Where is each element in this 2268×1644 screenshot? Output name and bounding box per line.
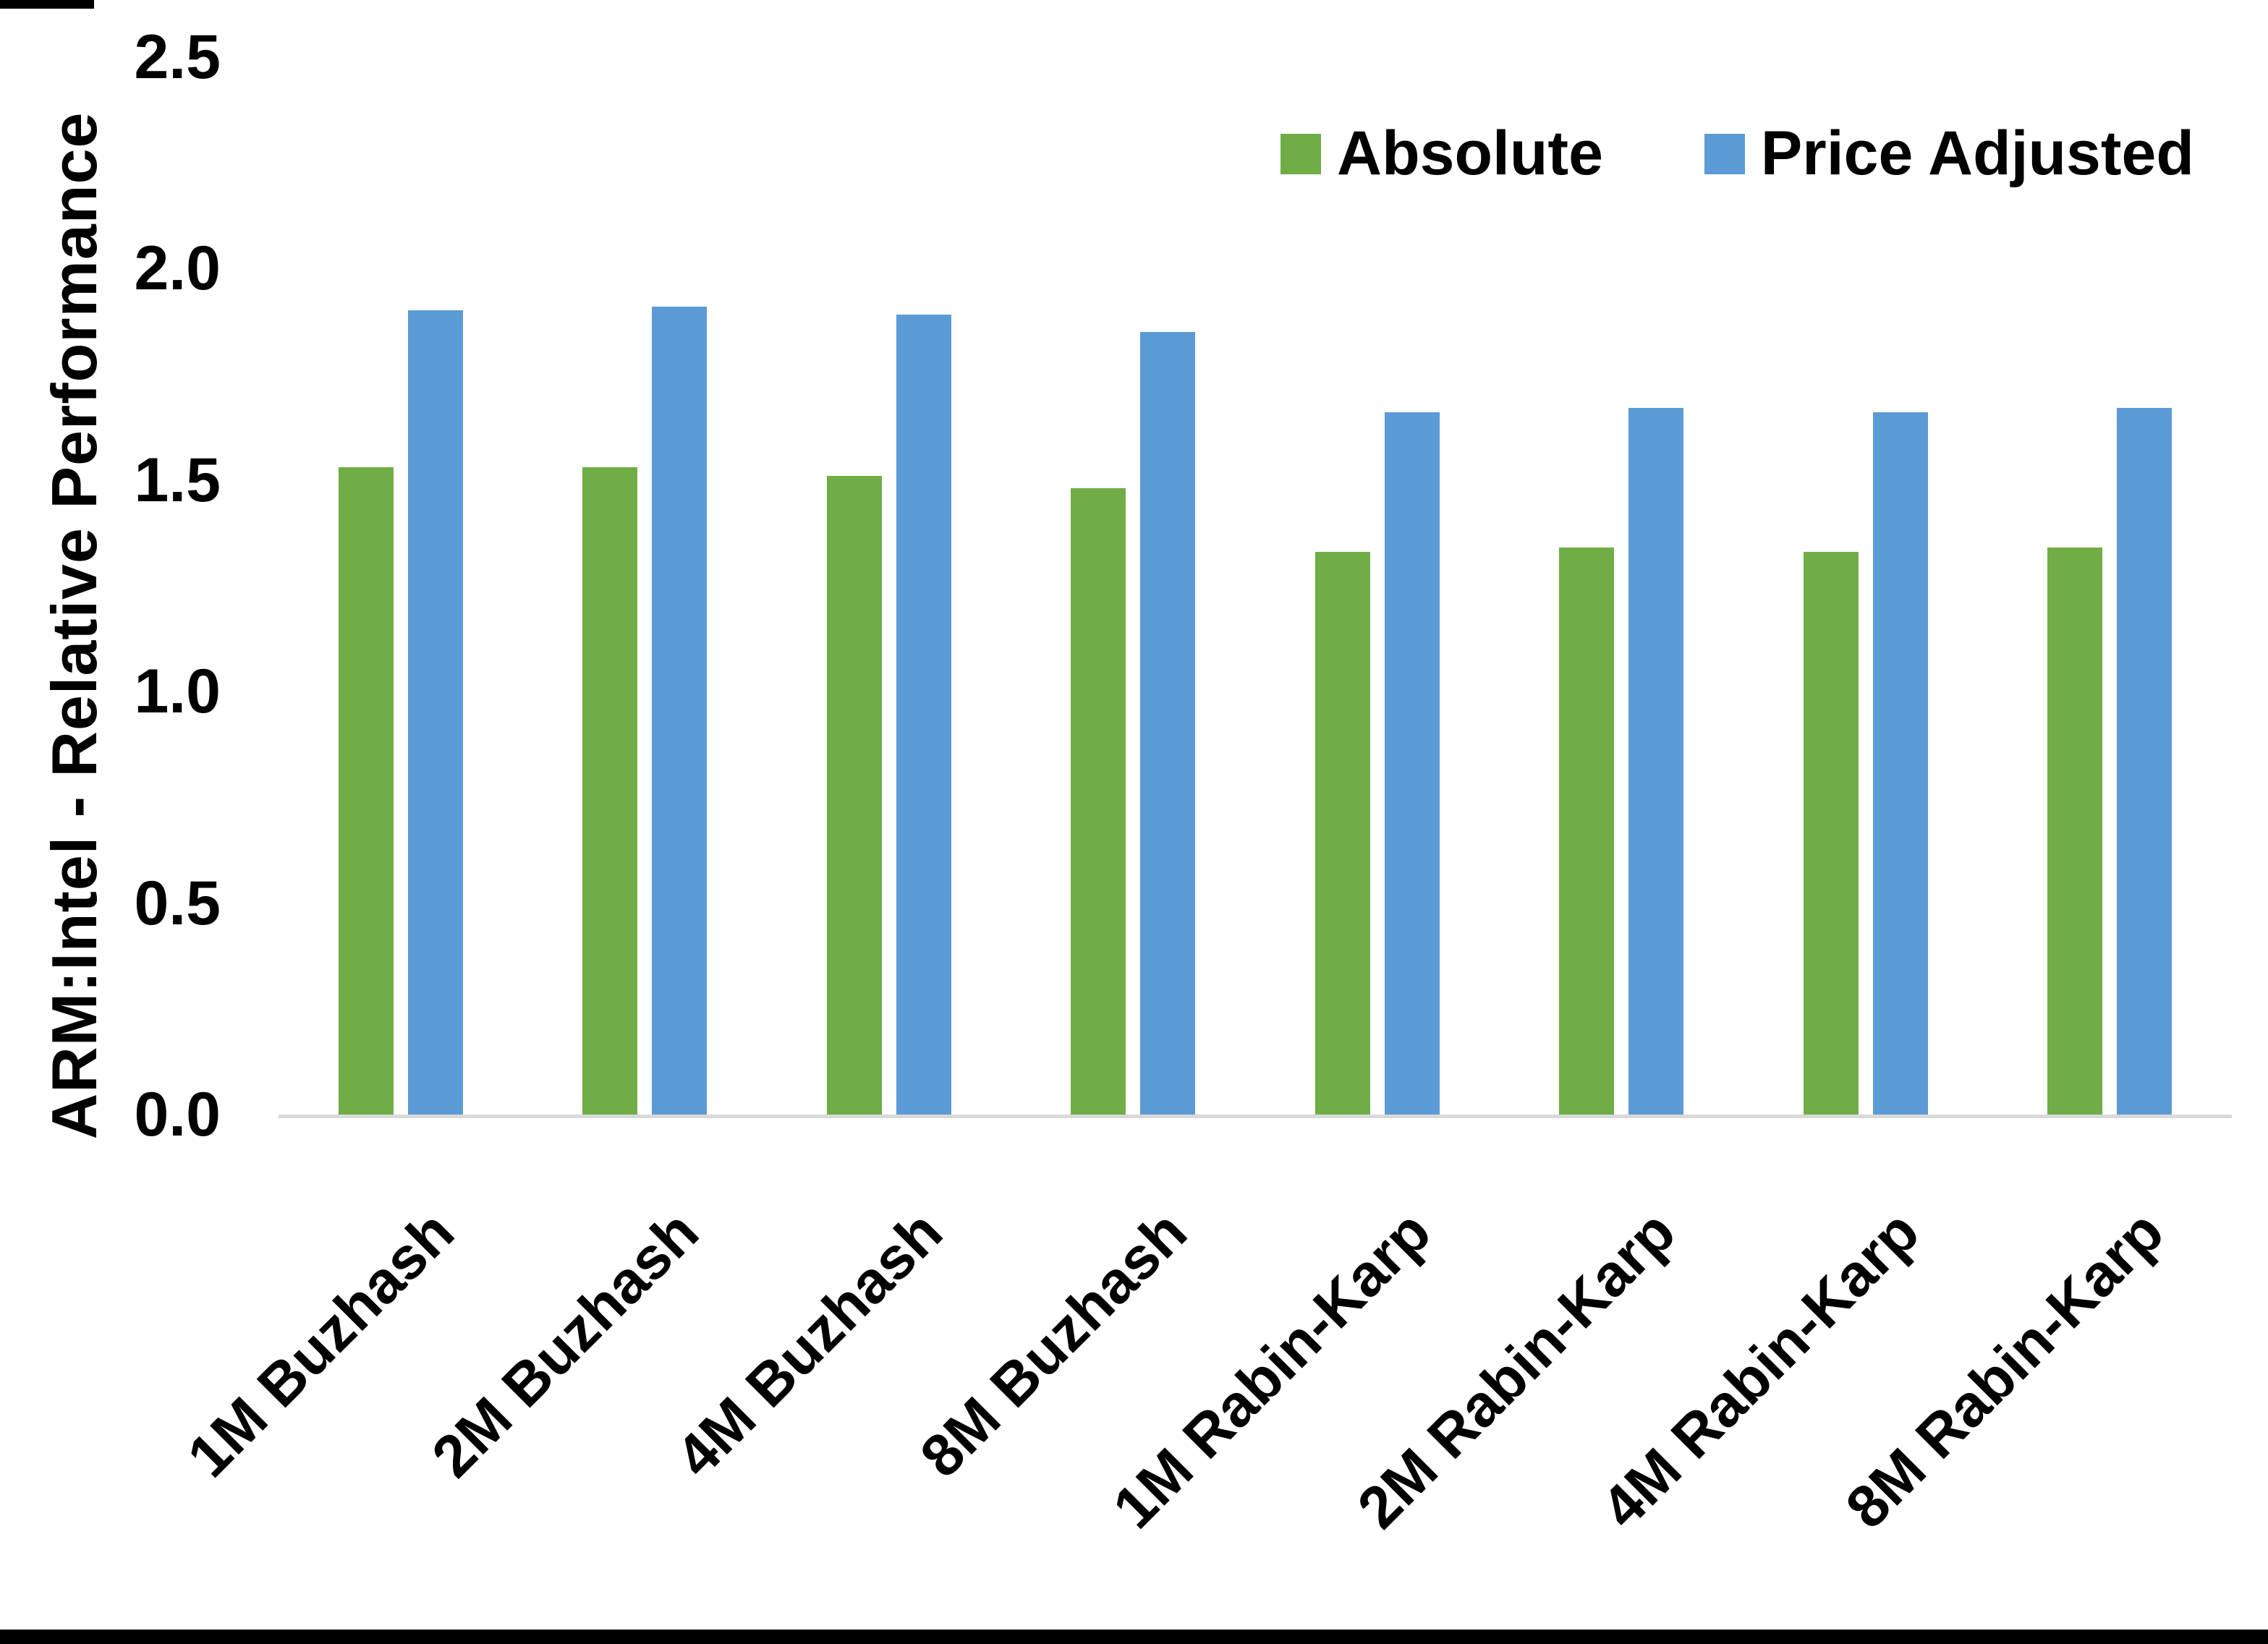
- legend-label-price-adjusted: Price Adjusted: [1760, 119, 2194, 188]
- y-tick-label: 1.5: [134, 445, 221, 515]
- bar-absolute: [2047, 548, 2102, 1115]
- y-tick-label: 1.0: [134, 657, 221, 726]
- bar-price-adjusted: [2117, 408, 2172, 1115]
- bar-absolute: [582, 467, 637, 1115]
- y-tick-label: 0.5: [134, 868, 221, 938]
- bar-absolute: [339, 467, 394, 1115]
- legend-swatch-absolute-icon: [1280, 133, 1321, 174]
- legend-swatch-price-adjusted-icon: [1704, 133, 1745, 174]
- bottom-border: [0, 1630, 2268, 1644]
- y-tick-label: 2.5: [134, 22, 221, 92]
- bar-price-adjusted: [896, 315, 951, 1115]
- legend-item-price-adjusted: Price Adjusted: [1704, 118, 2194, 189]
- bar-absolute: [1804, 552, 1859, 1115]
- bar-price-adjusted: [1873, 412, 1928, 1115]
- bar-price-adjusted: [408, 310, 463, 1115]
- y-tick-label: 0.0: [134, 1080, 221, 1149]
- bar-price-adjusted: [652, 307, 707, 1115]
- y-tick-label: 2.0: [134, 234, 221, 303]
- bar-absolute: [1071, 488, 1126, 1115]
- bar-absolute: [827, 476, 882, 1115]
- bar-absolute: [1559, 548, 1614, 1115]
- legend-label-absolute: Absolute: [1337, 119, 1603, 188]
- top-left-border-artifact: [0, 0, 94, 9]
- legend: Absolute Price Adjusted: [1280, 118, 2194, 189]
- bar-price-adjusted: [1385, 412, 1440, 1115]
- x-axis-line: [279, 1115, 2232, 1118]
- legend-item-absolute: Absolute: [1280, 118, 1603, 189]
- bar-absolute: [1315, 552, 1370, 1115]
- bar-price-adjusted: [1140, 332, 1195, 1115]
- bar-price-adjusted: [1628, 408, 1683, 1115]
